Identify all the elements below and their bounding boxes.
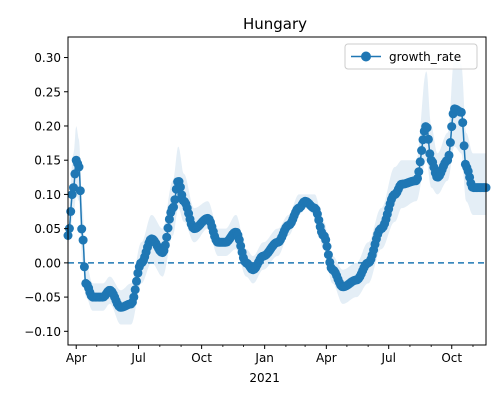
- plot-area-frame: [67, 36, 487, 346]
- data-point: [132, 276, 141, 286]
- y-tick-label: 0.05: [34, 222, 61, 236]
- data-point: [417, 146, 427, 155]
- y-axis: −0.10 −0.05 0.00 0.05 0.10 0.15 0.20 0.25 0.30: [24, 51, 68, 339]
- data-point: [415, 157, 425, 167]
- data-point: [321, 235, 331, 245]
- data-point: [75, 186, 85, 196]
- legend-marker-swatch: [361, 51, 371, 62]
- y-tick-label: 0.10: [34, 188, 61, 202]
- y-tick-label: −0.10: [24, 325, 61, 339]
- y-tick-label: 0.20: [34, 119, 61, 133]
- data-point: [77, 224, 87, 234]
- y-tick-label: 0.00: [34, 256, 61, 270]
- x-tick-label: Oct: [441, 351, 462, 365]
- data-point: [456, 107, 466, 117]
- legend[interactable]: growth_rate: [344, 43, 478, 70]
- data-point: [164, 214, 174, 224]
- legend-box: [344, 43, 478, 70]
- chart-title: Hungary: [243, 15, 307, 33]
- data-point: [130, 285, 140, 295]
- data-point: [170, 195, 180, 205]
- data-point: [458, 118, 468, 128]
- growth-rate-series: [63, 104, 491, 312]
- y-tick-label: −0.05: [24, 291, 61, 305]
- data-point: [67, 190, 77, 200]
- x-tick-label: Oct: [191, 351, 212, 365]
- data-point: [70, 169, 80, 179]
- x-tick-label: Jul: [130, 351, 145, 365]
- data-point: [414, 167, 424, 177]
- data-point: [79, 262, 89, 272]
- data-point: [162, 232, 172, 242]
- data-point: [74, 162, 84, 172]
- data-point: [64, 224, 74, 233]
- legend-label: growth_rate: [389, 50, 461, 64]
- x-tick-label: Jul: [380, 351, 395, 365]
- data-point: [69, 183, 78, 193]
- data-point: [175, 182, 185, 192]
- data-point: [413, 173, 422, 183]
- x-tick-label: Apr: [66, 351, 87, 365]
- data-point: [323, 250, 333, 260]
- data-point: [169, 202, 178, 212]
- data-point: [129, 292, 139, 302]
- data-point: [78, 235, 88, 245]
- data-point: [444, 150, 454, 160]
- data-point: [160, 240, 170, 250]
- data-point: [447, 122, 457, 132]
- x-axis: Apr Jul Oct Jan Apr Jul Oct: [66, 345, 474, 365]
- x-tick-label: Jan: [254, 351, 274, 365]
- y-tick-label: 0.25: [34, 85, 61, 99]
- x-tick-label: Apr: [316, 351, 337, 365]
- data-point: [445, 138, 455, 147]
- data-point: [459, 141, 469, 151]
- x-axis-year-label: 2021: [249, 371, 280, 385]
- data-point: [163, 223, 173, 233]
- data-point: [423, 134, 433, 144]
- y-tick-label: 0.30: [34, 51, 61, 65]
- y-tick-label: 0.15: [34, 154, 61, 168]
- data-point: [422, 123, 432, 133]
- data-point: [322, 242, 332, 251]
